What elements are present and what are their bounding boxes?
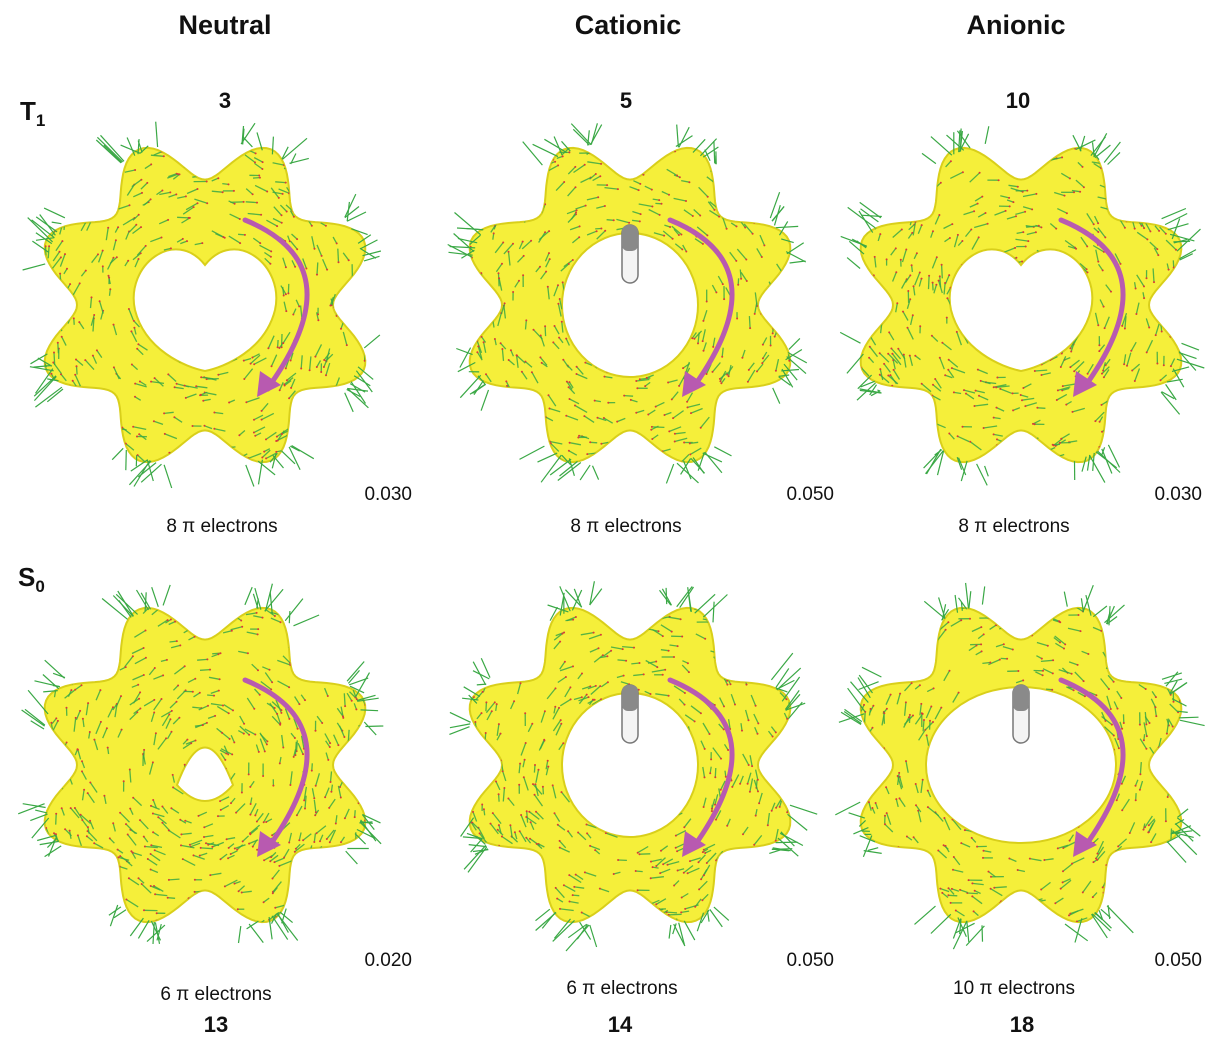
compound-number: 5 xyxy=(619,88,633,113)
curved-arrow-icon xyxy=(242,677,310,848)
electron-count: 8 π electrons xyxy=(958,516,1070,537)
perimeter-vectors xyxy=(22,121,382,489)
perimeter-vectors xyxy=(835,582,1205,950)
ring-surface-graphic xyxy=(839,126,1205,486)
curved-arrow-icon xyxy=(667,677,735,848)
curved-arrow-icon xyxy=(242,217,310,388)
compound-number: 10 xyxy=(1005,88,1031,113)
scale-value: 0.020 xyxy=(364,950,412,971)
perimeter-vectors xyxy=(839,126,1205,486)
ring-surface-graphic xyxy=(447,123,808,484)
electron-count: 8 π electrons xyxy=(166,516,278,537)
current-density-plot xyxy=(826,575,1210,965)
compound-number: 14 xyxy=(607,1012,633,1037)
scale-value: 0.030 xyxy=(1154,484,1202,505)
perimeter-vectors xyxy=(447,123,808,484)
ring-surface xyxy=(468,146,792,464)
ring-surface-graphic xyxy=(17,583,384,945)
ring-surface xyxy=(468,606,792,924)
ring-surface-graphic xyxy=(835,582,1205,950)
electron-count: 6 π electrons xyxy=(566,978,678,999)
ring-surface-graphic xyxy=(22,121,382,489)
electron-count: 8 π electrons xyxy=(570,516,682,537)
curved-arrow-icon xyxy=(667,217,735,388)
curved-arrow-icon xyxy=(1058,217,1126,388)
current-density-plot xyxy=(10,575,400,965)
arrow-head xyxy=(1073,831,1097,857)
column-header-cationic: Cationic xyxy=(574,10,682,40)
ring-surface xyxy=(43,146,367,464)
ring-surface xyxy=(859,606,1183,924)
scale-value: 0.050 xyxy=(1154,950,1202,971)
ring-surface xyxy=(859,146,1183,464)
current-density-plot xyxy=(435,115,825,505)
compound-number: 13 xyxy=(203,1012,229,1037)
current-density-plot xyxy=(826,115,1210,505)
column-header-neutral: Neutral xyxy=(178,10,272,40)
arrow-head xyxy=(682,831,706,857)
scale-value: 0.050 xyxy=(786,484,834,505)
perimeter-vectors xyxy=(17,583,384,945)
ring-surface-graphic xyxy=(449,581,818,952)
row-label-s0: S0 xyxy=(18,562,45,597)
electron-count: 10 π electrons xyxy=(953,978,1075,999)
perimeter-vectors xyxy=(449,581,818,952)
electron-count: 6 π electrons xyxy=(160,984,272,1005)
compound-number: 3 xyxy=(218,88,232,113)
ring-surface xyxy=(43,606,367,924)
arrow-head xyxy=(257,371,281,397)
arrow-head xyxy=(1073,371,1097,397)
current-density-plot xyxy=(435,575,825,965)
column-header-anionic: Anionic xyxy=(966,10,1066,40)
row-label-t1: T1 xyxy=(20,96,46,131)
scale-value: 0.030 xyxy=(364,484,412,505)
arrow-head xyxy=(682,371,706,397)
arrow-head xyxy=(257,831,281,857)
current-density-plot xyxy=(10,115,400,505)
scale-value: 0.050 xyxy=(786,950,834,971)
curved-arrow-icon xyxy=(1058,677,1126,848)
compound-number: 18 xyxy=(1009,1012,1035,1037)
